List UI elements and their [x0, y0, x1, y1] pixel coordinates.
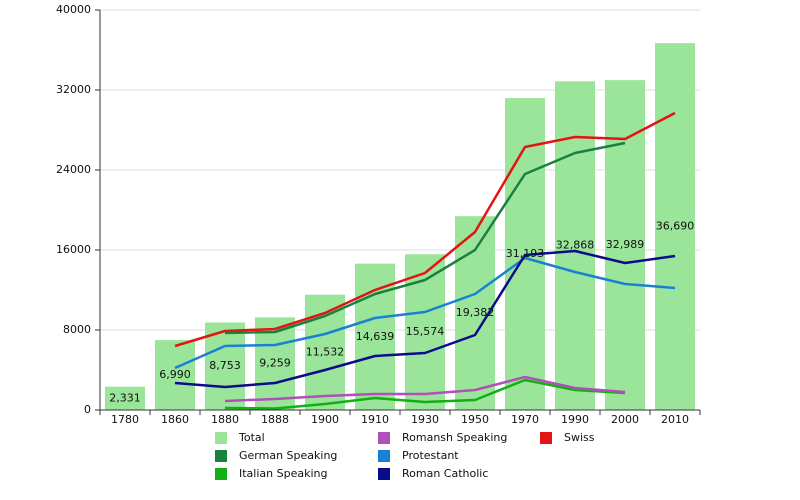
x-tick-label: 1888: [261, 413, 289, 426]
bar: [605, 80, 645, 411]
legend-label: Protestant: [402, 449, 459, 462]
x-tick-label: 2000: [611, 413, 639, 426]
legend-label: German Speaking: [239, 449, 337, 462]
bar: [155, 340, 195, 410]
legend-swatch: [215, 432, 227, 444]
x-tick-label: 1930: [411, 413, 439, 426]
x-tick-label: 1900: [311, 413, 339, 426]
bar: [105, 386, 145, 410]
value-label: 14,639: [356, 330, 395, 343]
line: [224, 375, 626, 403]
x-tick-label: 1860: [161, 413, 189, 426]
y-tick-label: 24000: [56, 163, 91, 176]
x-tick-label: 1910: [361, 413, 389, 426]
line: [174, 249, 676, 389]
x-tick-label: 1950: [461, 413, 489, 426]
legend-swatch: [378, 468, 390, 480]
value-label: 36,690: [656, 220, 695, 233]
y-tick-label: 8000: [63, 323, 91, 336]
y-tick-label: 40000: [56, 3, 91, 16]
x-tick-label: 1780: [111, 413, 139, 426]
bar: [205, 322, 245, 410]
bar: [655, 43, 695, 410]
value-label: 8,753: [209, 359, 241, 372]
line: [174, 256, 676, 370]
line: [174, 111, 676, 348]
y-tick-label: 0: [84, 403, 91, 416]
value-label: 19,382: [456, 306, 495, 319]
legend-swatch: [215, 450, 227, 462]
line: [224, 378, 626, 410]
legend-label: Roman Catholic: [402, 467, 488, 480]
value-label: 2,331: [109, 391, 141, 404]
value-label: 9,259: [259, 357, 291, 370]
y-tick-label: 32000: [56, 83, 91, 96]
x-tick-label: 1990: [561, 413, 589, 426]
x-tick-label: 2010: [661, 413, 689, 426]
value-label: 31,193: [506, 247, 545, 260]
value-label: 32,868: [556, 239, 595, 252]
value-label: 6,990: [159, 368, 191, 381]
y-tick-label: 16000: [56, 243, 91, 256]
line: [224, 141, 626, 335]
legend-label: Romansh Speaking: [402, 431, 507, 444]
legend-swatch: [378, 450, 390, 462]
value-label: 32,989: [606, 238, 645, 251]
x-tick-label: 1970: [511, 413, 539, 426]
legend-swatch: [215, 468, 227, 480]
value-label: 11,532: [306, 345, 345, 358]
legend-swatch: [378, 432, 390, 444]
legend-swatch: [540, 432, 552, 444]
bar: [355, 263, 395, 410]
legend-label: Italian Speaking: [239, 467, 327, 480]
legend-label: Swiss: [564, 431, 595, 444]
legend-label: Total: [238, 431, 265, 444]
x-tick-label: 1880: [211, 413, 239, 426]
value-label: 15,574: [406, 325, 445, 338]
